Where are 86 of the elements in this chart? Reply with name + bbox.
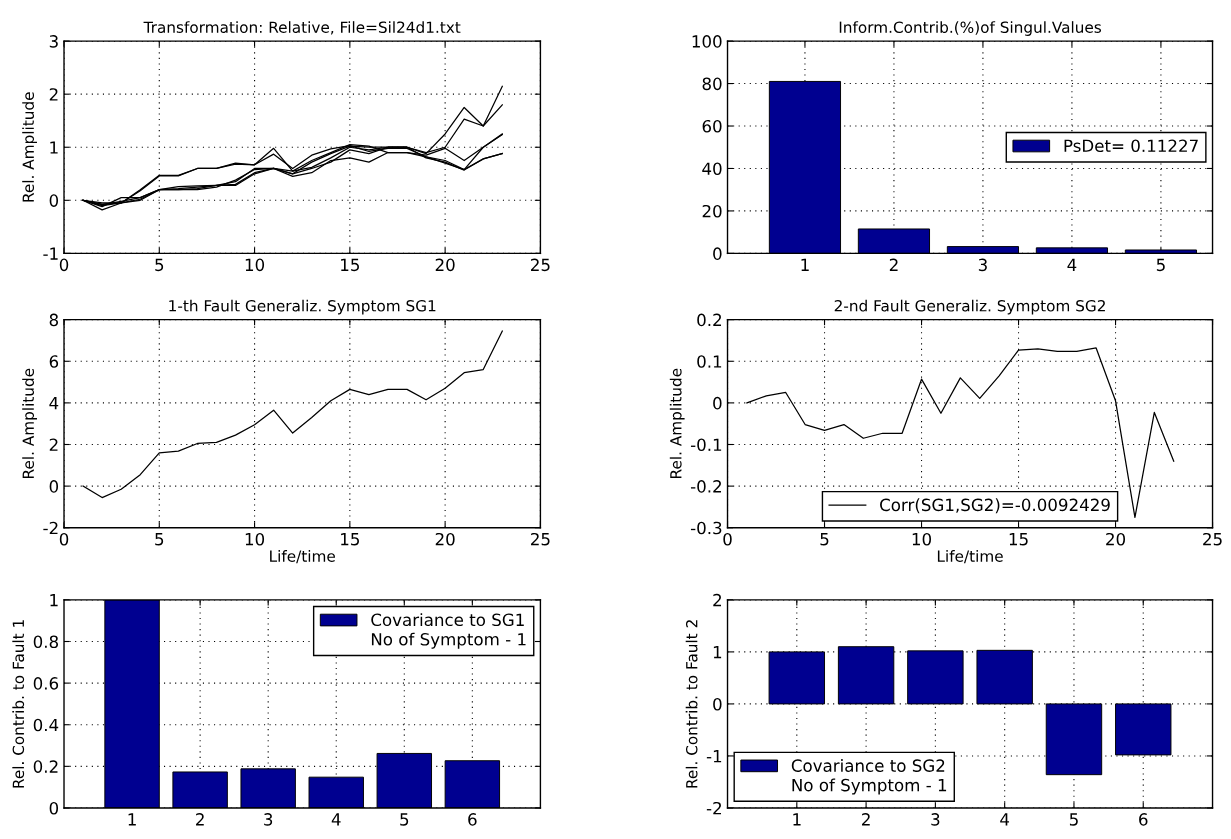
x-axis-title: Life/time (937, 550, 1003, 564)
y-tick-label: 20 (702, 204, 722, 218)
y-tick-label: -0.3 (690, 521, 722, 535)
y-tick-label: 3 (49, 35, 58, 48)
y-tick-label: 80 (702, 77, 722, 91)
x-tick-label: 3 (978, 258, 987, 272)
x-tick-label: 2 (889, 258, 898, 271)
y-tick-label: 1 (50, 594, 58, 607)
annotation: No of Symptom - 1 (371, 632, 526, 649)
x-tick-label: 15 (341, 258, 359, 272)
x-tick-label: 10 (912, 532, 932, 546)
x-tick-label: 25 (531, 532, 550, 546)
x-tick-label: 5 (1069, 813, 1078, 826)
x-tick-label: 5 (1156, 258, 1165, 272)
y-tick-label: -0.1 (690, 438, 722, 452)
y-tick-label: 0 (49, 801, 59, 815)
x-tick-label: 0 (59, 532, 69, 546)
x-tick-label: 4 (1000, 813, 1010, 826)
y-tick-label: 2 (49, 88, 58, 101)
x-tick-label: 5 (820, 533, 829, 546)
x-axis-title: Life/time (270, 550, 335, 564)
x-tick-label: 20 (1106, 532, 1126, 546)
y-tick-label: 40 (702, 162, 722, 176)
y-tick-label: 6 (49, 355, 59, 368)
x-tick-label: 3 (264, 813, 273, 826)
y-tick-label: 0.8 (33, 635, 59, 649)
y-tick-label: 0 (49, 480, 59, 493)
x-tick-label: 2 (196, 813, 204, 826)
y-tick-label: -1 (706, 750, 722, 763)
y-tick-label: 0.2 (697, 313, 721, 327)
y-tick-label: -1 (43, 247, 58, 260)
y-axis-title: Rel. Contrib. to Fault 2 (685, 620, 698, 788)
y-tick-label: 0.1 (697, 355, 722, 368)
legend-label: Corr(SG1,SG2)=-0.0092429 (880, 498, 1110, 514)
y-tick-label: 60 (702, 119, 722, 133)
y-tick-label: 0 (713, 697, 722, 711)
y-tick-label: 8 (49, 313, 59, 327)
chart-title: Inform.Contrib.(%)of Singul.Values (839, 21, 1102, 36)
y-axis-title: Rel. Amplitude (22, 92, 37, 202)
y-tick-label: 2 (49, 438, 58, 451)
y-tick-label: 0 (713, 247, 722, 260)
x-tick-label: 5 (155, 533, 164, 546)
x-tick-label: 6 (468, 813, 477, 826)
y-tick-label: 0.4 (33, 718, 59, 732)
x-tick-label: 1 (128, 813, 136, 826)
chart-title: Transformation: Relative, File=Sil24d1.txt (143, 21, 461, 35)
x-tick-label: 20 (435, 532, 455, 546)
chart-title: 1-th Fault Generaliz. Symptom SG1 (169, 299, 436, 315)
annotation: No of Symptom - 1 (792, 778, 947, 795)
y-tick-label: -0.2 (690, 480, 721, 493)
y-tick-label: -2 (706, 801, 721, 815)
y-tick-label: 100 (692, 35, 722, 48)
y-tick-label: 1 (713, 646, 722, 659)
y-axis-title: Rel. Contrib. to Fault 1 (12, 620, 25, 788)
legend-label: Covariance to SG2 (791, 759, 945, 772)
y-tick-label: 0.2 (33, 760, 58, 773)
x-tick-label: 10 (245, 532, 265, 546)
y-tick-label: 1 (50, 141, 58, 154)
x-tick-label: 15 (341, 533, 359, 546)
y-tick-label: 2 (713, 593, 721, 607)
x-tick-label: 4 (331, 813, 341, 826)
x-tick-label: 0 (723, 532, 732, 546)
x-tick-label: 25 (531, 258, 550, 272)
x-tick-label: 25 (1203, 532, 1222, 546)
y-axis-title: Rel. Amplitude (669, 368, 685, 478)
x-tick-label: 6 (1139, 813, 1148, 826)
x-tick-label: 1 (801, 258, 809, 271)
y-tick-label: -2 (43, 521, 58, 535)
x-tick-label: 5 (400, 813, 409, 826)
y-axis-title: Rel. Amplitude (22, 368, 37, 478)
legend-label: Covariance to SG1 (371, 613, 524, 627)
y-tick-label: 0 (49, 194, 59, 207)
y-tick-label: 0 (713, 396, 722, 410)
x-tick-label: 1 (793, 813, 801, 826)
legend-label: PsDet= 0.11227 (1064, 139, 1198, 153)
y-tick-label: 0.6 (33, 677, 59, 690)
x-tick-label: 20 (435, 258, 455, 272)
x-tick-label: 2 (862, 813, 870, 826)
x-tick-label: 4 (1067, 258, 1077, 271)
x-tick-label: 5 (155, 258, 164, 272)
x-tick-label: 10 (245, 258, 265, 272)
chart-title: 2-nd Fault Generaliz. Symptom SG2 (834, 299, 1105, 315)
y-tick-label: 4 (49, 397, 59, 410)
x-tick-label: 15 (1009, 533, 1028, 546)
x-tick-label: 3 (931, 813, 940, 826)
x-tick-label: 0 (59, 258, 69, 272)
